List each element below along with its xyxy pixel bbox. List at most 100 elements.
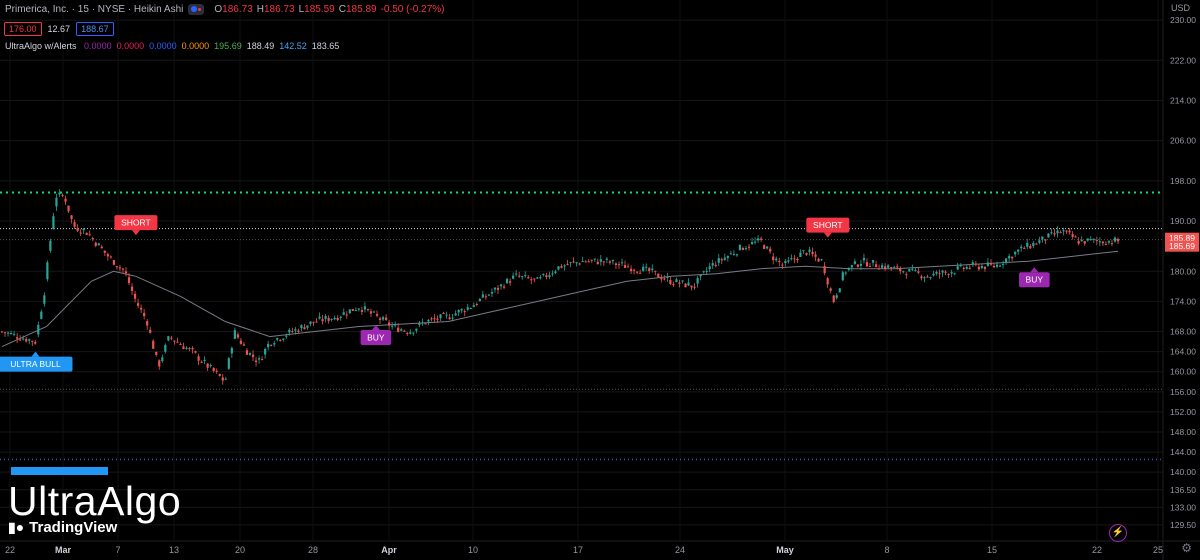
candle-body <box>1056 230 1059 234</box>
candle-body <box>333 317 336 320</box>
indicator-value-7: 183.65 <box>311 41 340 51</box>
candle-body <box>118 267 122 269</box>
signal-labels[interactable]: ULTRA BULL SHORT BUY SHORT BUY <box>0 215 1050 372</box>
candle-body <box>55 197 58 207</box>
candle-body <box>799 252 802 257</box>
candle-body <box>953 273 956 275</box>
candle-body <box>838 288 841 293</box>
candle-body <box>85 232 88 235</box>
candle-body <box>956 266 959 270</box>
candle-body <box>164 344 167 352</box>
order-buttons: 176.00 12.67 188.67 <box>4 22 114 36</box>
signal-pointer <box>823 232 832 238</box>
candle-body <box>496 287 500 290</box>
candle-body <box>197 356 200 361</box>
candle-body <box>439 314 442 319</box>
candle-body <box>306 325 309 328</box>
candle-body <box>9 332 13 334</box>
candle-body <box>884 266 887 270</box>
candle-body <box>853 261 856 264</box>
candle-body <box>40 311 43 319</box>
signal-text: SHORT <box>813 220 843 230</box>
x-tick-label: 22 <box>5 545 15 555</box>
candle-body <box>1092 238 1095 240</box>
candle-body <box>566 264 569 266</box>
y-tick-label: 144.00 <box>1170 447 1196 457</box>
candle-body <box>209 364 212 367</box>
candle-body <box>354 310 357 312</box>
candle-body <box>276 338 279 340</box>
open-value: 186.73 <box>222 4 253 15</box>
candle-body <box>593 258 596 260</box>
candle-body <box>578 263 581 265</box>
sell-button[interactable]: 176.00 <box>4 22 42 36</box>
candle-body <box>140 307 143 310</box>
candle-body <box>672 284 675 286</box>
candle-body <box>850 265 853 268</box>
indicator-name[interactable]: UltraAlgo w/Alerts <box>5 41 77 51</box>
candle-body <box>642 266 645 271</box>
candle-body <box>557 266 560 270</box>
x-tick-label: 20 <box>235 545 245 555</box>
candle-body <box>264 349 267 355</box>
candle-body <box>1068 230 1071 233</box>
candle-body <box>962 267 965 269</box>
visibility-toggle-icon[interactable] <box>188 4 205 15</box>
low-label: L <box>298 4 305 15</box>
signal-box <box>360 329 392 345</box>
candle-body <box>206 363 209 368</box>
candle-body <box>279 339 282 341</box>
x-tick-label: 24 <box>675 545 685 555</box>
candle-body <box>312 321 315 323</box>
signal-short[interactable]: SHORT <box>114 215 158 236</box>
y-tick-label: 222.00 <box>1170 55 1196 65</box>
candle-body <box>772 256 775 261</box>
gear-icon[interactable]: ⚙ <box>1181 541 1192 555</box>
candle-body <box>454 313 457 316</box>
candle-body <box>248 352 252 355</box>
candle-body <box>239 340 243 344</box>
signal-short[interactable]: SHORT <box>806 217 850 238</box>
price-label-text: 185.89 <box>1169 233 1195 243</box>
symbol-title[interactable]: Primerica, Inc. · 15 · NYSE · Heikin Ash… <box>5 4 184 15</box>
candle-body <box>345 314 348 316</box>
signal-ultra_bull[interactable]: ULTRA BULL <box>0 351 73 372</box>
candle-body <box>124 271 128 274</box>
candle-body <box>590 259 593 261</box>
price-axis[interactable]: 230.00 222.00 214.00 206.00 198.00 190.00 180.… <box>1162 0 1199 560</box>
x-tick-label: 28 <box>308 545 318 555</box>
candle-body <box>46 262 49 280</box>
candle-body <box>1059 232 1062 234</box>
candle-body <box>877 268 881 270</box>
candle-body <box>3 332 7 334</box>
candle-body <box>599 259 602 262</box>
indicator-value-3: 0.0000 <box>181 41 210 51</box>
y-tick-label: 160.00 <box>1170 367 1196 377</box>
buy-button[interactable]: 188.67 <box>76 22 114 36</box>
candle-body <box>179 344 182 346</box>
candle-body <box>575 262 578 264</box>
signal-box <box>0 356 73 372</box>
candle-body <box>493 287 497 290</box>
currency-label[interactable]: USD <box>1170 3 1190 13</box>
candle-body <box>911 268 914 270</box>
candle-body <box>487 294 491 296</box>
candle-body <box>747 246 751 248</box>
symbol-legend[interactable]: Primerica, Inc. · 15 · NYSE · Heikin Ash… <box>5 4 445 15</box>
candle-body <box>82 228 85 231</box>
candle-body <box>415 328 418 331</box>
candle-body <box>1032 242 1035 247</box>
candle-body <box>1023 247 1026 249</box>
candle-body <box>49 240 52 251</box>
candle-body <box>79 232 82 234</box>
candle-body <box>315 321 318 323</box>
indicator-value-4: 195.69 <box>214 41 242 51</box>
signal-buy[interactable]: BUY <box>1019 267 1050 288</box>
candle-body <box>657 273 660 278</box>
signal-buy[interactable]: BUY <box>360 324 392 345</box>
time-axis[interactable]: 22 Mar 7 13 20 28 Apr 10 17 24 May 8 15 22 25 <box>0 540 1200 555</box>
price-label-text: 185.69 <box>1169 241 1195 251</box>
lightning-icon[interactable]: ⚡ <box>1109 524 1127 542</box>
indicator-legend[interactable]: UltraAlgo w/Alerts 0.0000 0.0000 0.0000 0.0… <box>5 41 349 51</box>
